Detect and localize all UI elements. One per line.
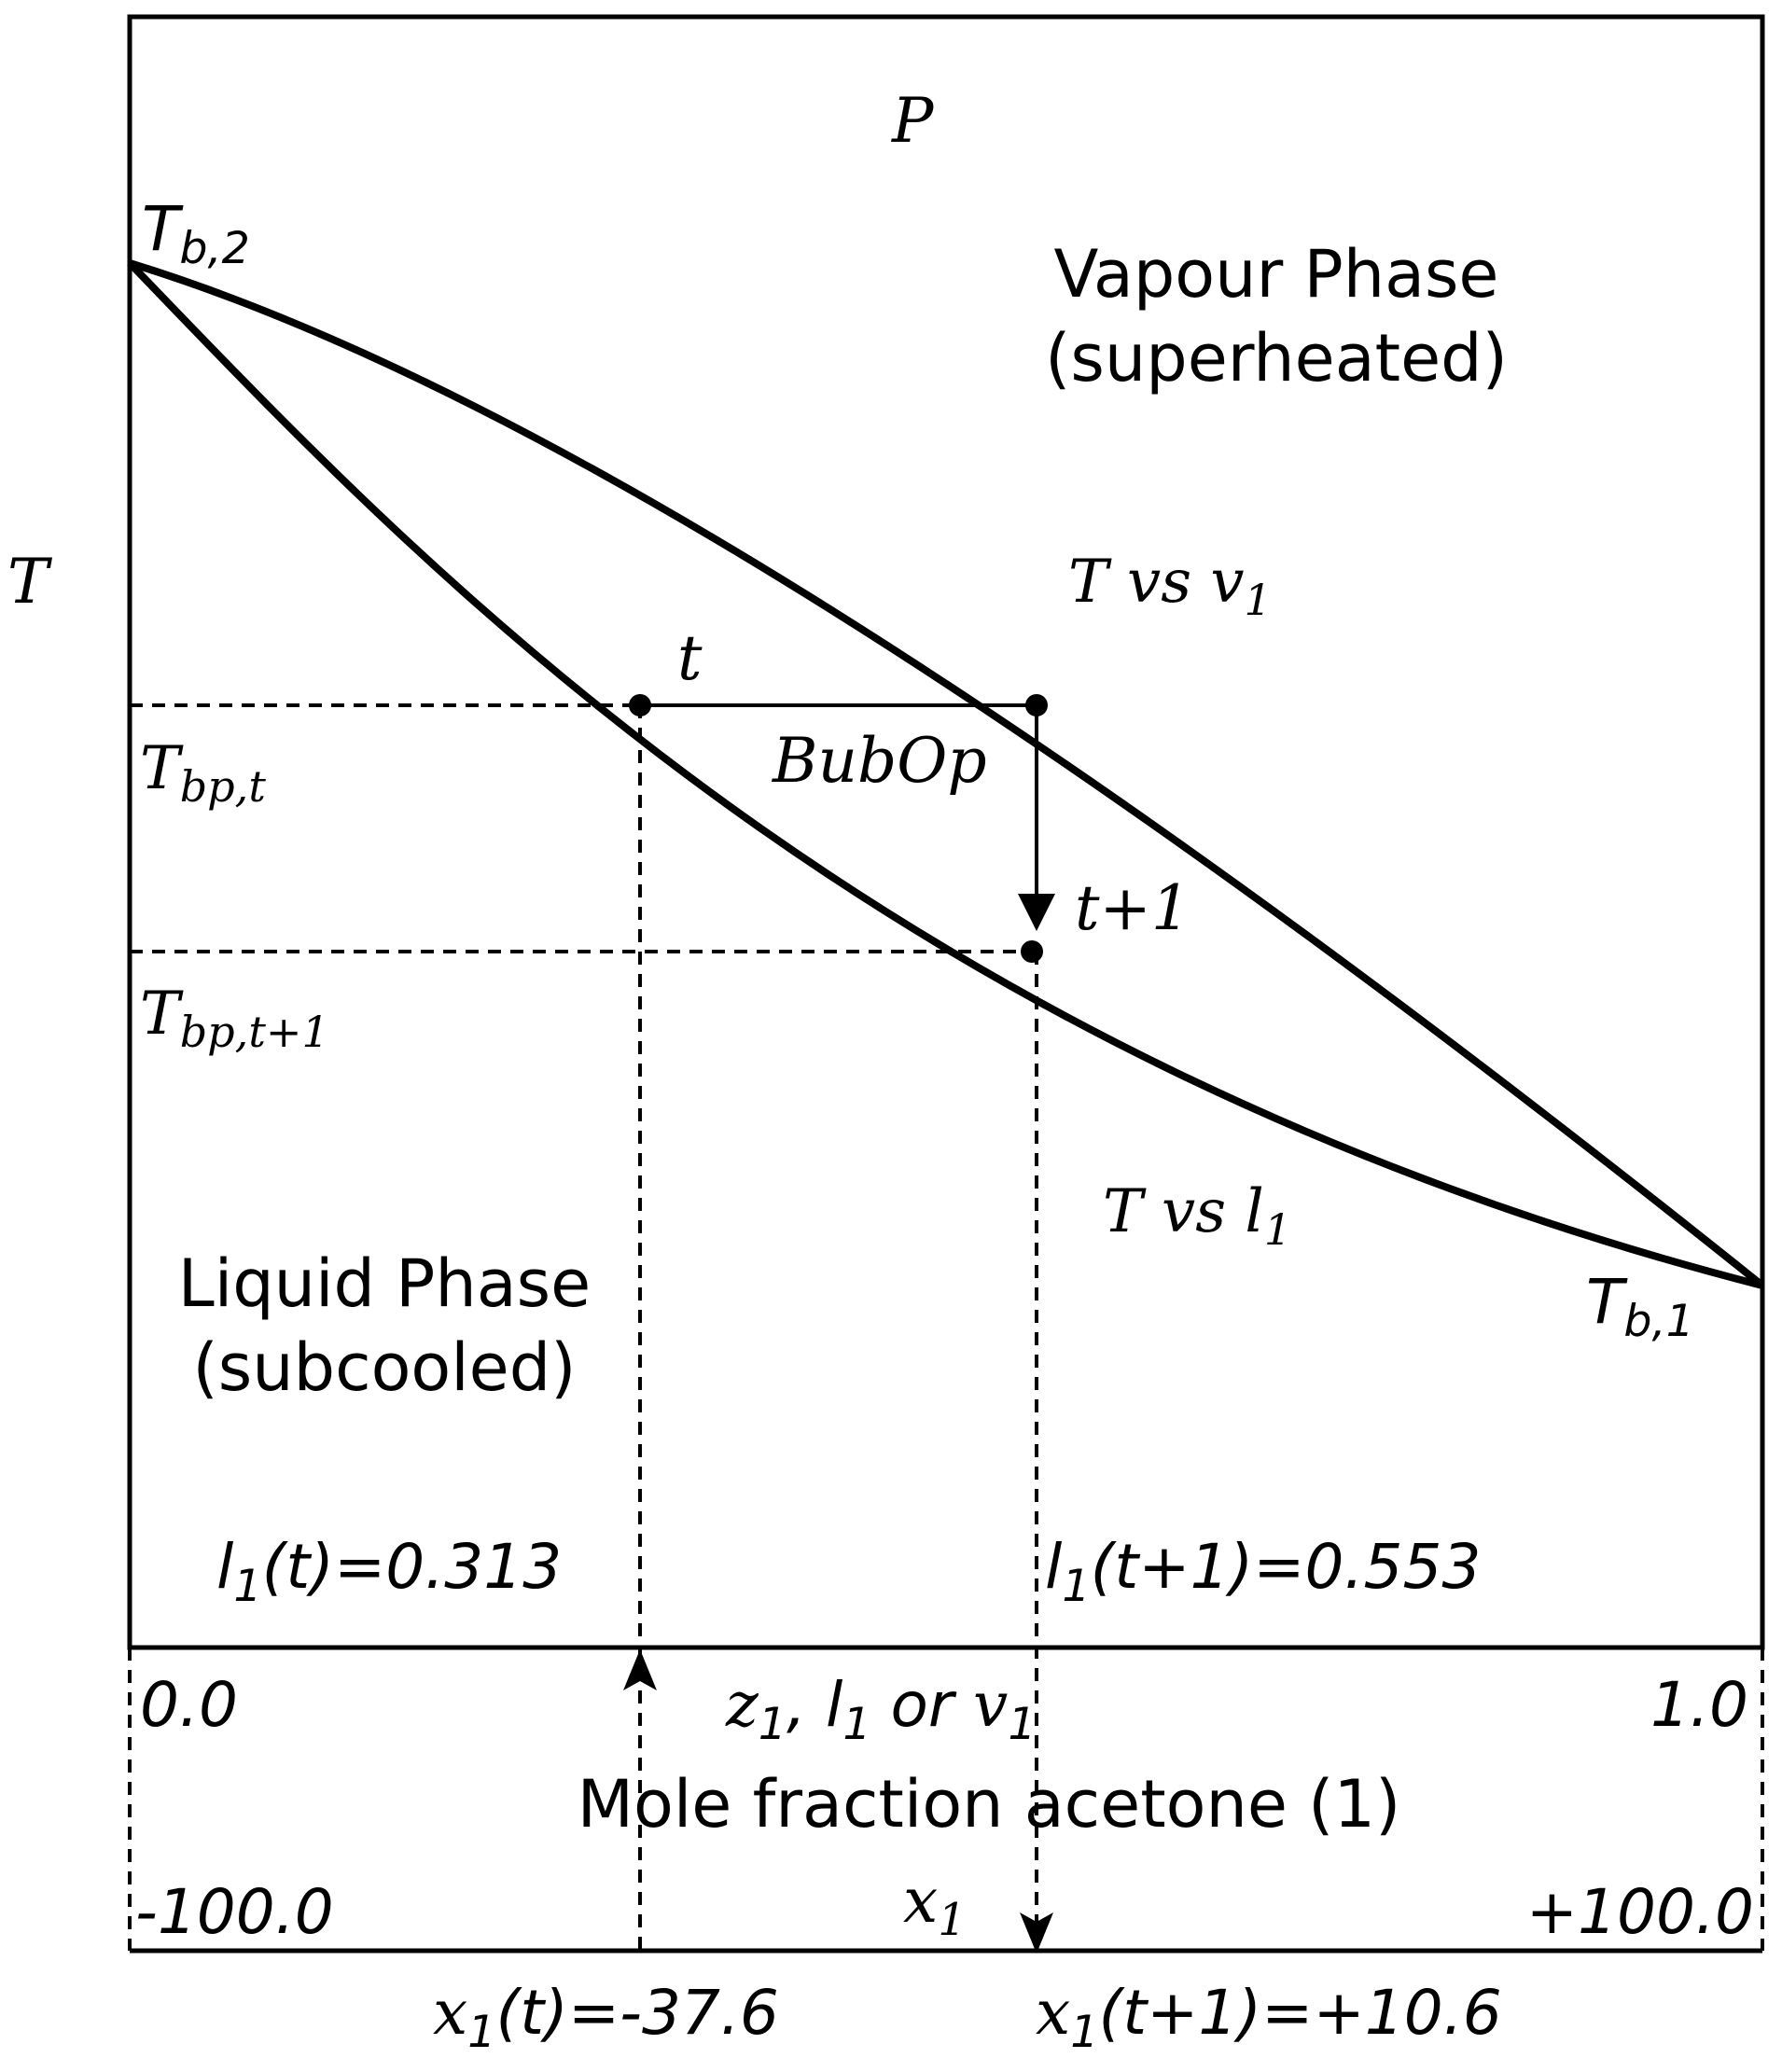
x1-axis-min-label: -100.0 <box>135 1876 334 1948</box>
point-t1 <box>1021 940 1043 963</box>
l1-t-label: l1(t)=0.313 <box>216 1531 562 1612</box>
point-t-liquid <box>629 694 651 716</box>
tbp-t-label: Tbp,t <box>140 734 266 812</box>
x1-axis-variable-label: x1 <box>903 1865 966 1946</box>
bubop-label: BubOp <box>772 725 987 797</box>
point-t-label: t <box>677 622 703 694</box>
x-axis-min-label: 0.0 <box>140 1669 238 1741</box>
dew-curve-label: T vs v1 <box>1068 548 1272 625</box>
down-arrow-icon <box>1020 1912 1053 1954</box>
vapour-phase-label: Vapour Phase <box>1053 236 1498 313</box>
pressure-label: P <box>891 85 935 157</box>
up-arrow-icon <box>623 1649 657 1690</box>
liquid-phase-label: Liquid Phase <box>178 1245 591 1322</box>
x1-t1-label: x1(t+1)=+10.6 <box>1036 1977 1502 2058</box>
bubble-point-curve <box>127 260 1763 1289</box>
x-axis-max-label: 1.0 <box>1650 1669 1748 1741</box>
point-t1-label: t+1 <box>1075 872 1190 944</box>
liquid-phase-sublabel: (subcooled) <box>193 1329 577 1406</box>
dew-point-curve <box>128 259 1765 1289</box>
bubble-curve-label: T vs l1 <box>1103 1177 1291 1255</box>
plot-frame <box>127 14 1765 1650</box>
x1-axis-max-label: +100.0 <box>1526 1876 1754 1948</box>
l1-t1-label: l1(t+1)=0.553 <box>1045 1531 1482 1612</box>
point-t-vapour <box>1025 694 1048 716</box>
x-axis-variable-label: z1, l1 or v1 <box>725 1669 1037 1750</box>
tb2-label: Tb,2 <box>142 193 250 274</box>
vapour-phase-sublabel: (superheated) <box>1045 320 1508 396</box>
temperature-axis-label: T <box>7 546 53 618</box>
tbp-t1-label: Tbp,t+1 <box>140 980 329 1057</box>
x-axis-title: Mole fraction acetone (1) <box>578 1766 1401 1843</box>
tb1-label: Tb,1 <box>1586 1266 1694 1347</box>
x1-t-label: x1(t)=-37.6 <box>433 1977 779 2058</box>
